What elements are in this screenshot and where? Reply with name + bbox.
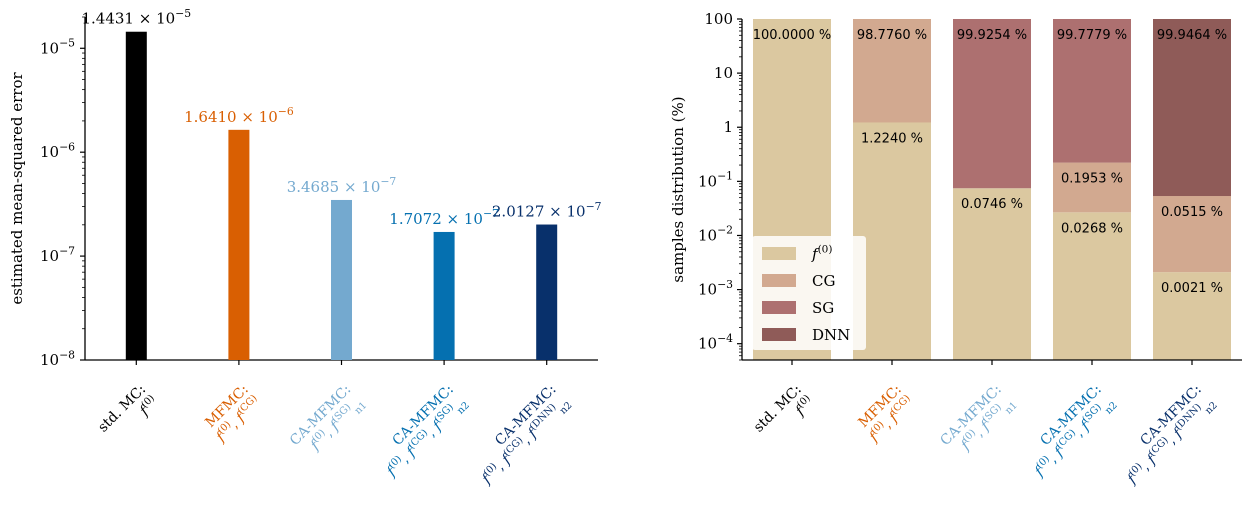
bar-segment <box>1153 196 1231 273</box>
segment-label: 98.7760 % <box>857 28 927 43</box>
bar-value-label: 2.0127 × 10−7 <box>492 200 602 221</box>
bar <box>331 199 352 360</box>
x-tick-label: MFMC:f(0), f(CG) <box>853 381 918 446</box>
bar <box>125 31 147 360</box>
x-tick-label: MFMC:f(0), f(CG) <box>200 381 265 446</box>
segment-label: 99.7779 % <box>1057 28 1127 43</box>
legend-label: SG <box>812 299 834 317</box>
x-tick-label: CA-MFMC:f(0), f(SG)n1 <box>937 382 1019 464</box>
x-tick-label: CA-MFMC:f(0), f(CG), f(DNN)n2 <box>1111 382 1220 491</box>
y-axis-label: estimated mean-squared error <box>8 71 26 304</box>
legend-swatch <box>762 274 796 287</box>
segment-label: 1.2240 % <box>861 131 923 146</box>
bar <box>536 224 558 360</box>
x-tick-label: std. MC:f(0) <box>751 381 818 448</box>
bar-segment <box>953 188 1031 360</box>
legend-label: CG <box>812 272 835 290</box>
legend-swatch <box>762 247 796 260</box>
bar <box>433 231 455 360</box>
bar-segment <box>1053 19 1131 163</box>
y-axis-label: samples distribution (%) <box>669 96 687 282</box>
bar <box>228 129 250 360</box>
segment-label: 0.0021 % <box>1161 281 1223 296</box>
segment-label: 0.0746 % <box>961 197 1023 212</box>
y-tick-label: 10 <box>714 64 733 82</box>
y-tick-label: 10−6 <box>40 140 75 161</box>
bar-segment <box>1153 19 1231 197</box>
y-tick-label: 10−3 <box>698 278 733 299</box>
bar-value-label: 1.7072 × 10−7 <box>389 207 499 228</box>
y-tick-label: 100 <box>704 10 733 28</box>
legend-label: f(0) <box>811 244 832 263</box>
segment-label: 99.9254 % <box>957 28 1027 43</box>
y-tick-label: 10−5 <box>40 37 75 58</box>
x-tick-label: CA-MFMC:f(0), f(CG), f(SG)n2 <box>1019 382 1120 483</box>
x-tick-label: std. MC:f(0) <box>95 381 162 448</box>
legend-swatch <box>762 301 796 314</box>
bar-segment <box>1153 272 1231 360</box>
bar-value-label: 1.6410 × 10−6 <box>184 105 294 126</box>
y-tick-label: 10−7 <box>40 244 75 265</box>
segment-label: 99.9464 % <box>1157 28 1227 43</box>
legend: f(0) CG SG DNN <box>752 236 866 350</box>
mse-chart: 10−8 10−7 10−6 10−5 estimated mean-squared e… <box>8 7 602 491</box>
bar-segment <box>1053 212 1131 360</box>
segment-label: 100.0000 % <box>753 28 832 43</box>
legend-swatch <box>762 328 796 341</box>
legend-box <box>752 236 866 350</box>
bar-segment <box>953 19 1031 189</box>
bar-segment <box>853 19 931 123</box>
segment-label: 0.1953 % <box>1061 172 1123 187</box>
bar-value-label: 3.4685 × 10−7 <box>287 175 397 196</box>
segment-label: 0.0515 % <box>1161 205 1223 220</box>
y-tick-label: 1 <box>723 118 733 136</box>
x-tick-label: CA-MFMC:f(0), f(CG), f(SG)n2 <box>371 382 472 483</box>
y-tick-label: 10−4 <box>698 332 733 353</box>
x-tick-label: CA-MFMC:f(0), f(SG)n1 <box>287 382 369 464</box>
x-tick-label: CA-MFMC:f(0), f(CG), f(DNN)n2 <box>466 382 575 491</box>
bar-segment <box>1053 162 1131 213</box>
legend-label: DNN <box>812 326 850 344</box>
y-tick-label: 10−2 <box>698 224 733 245</box>
bar-value-label: 1.4431 × 10−5 <box>81 7 191 28</box>
y-tick-label: 10−8 <box>40 348 75 369</box>
samples-distribution-chart: 100.0000 % 1.2240 % 98.7760 % 0.0746 % 99.92… <box>669 10 1242 491</box>
segment-label: 0.0268 % <box>1061 221 1123 236</box>
y-tick-label: 10−1 <box>698 170 733 191</box>
